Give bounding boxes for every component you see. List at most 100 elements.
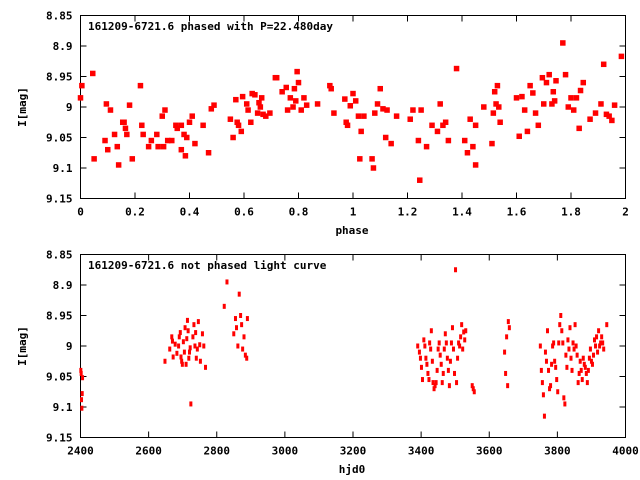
phased-data-point — [303, 102, 310, 108]
unphased-data-point — [588, 346, 592, 352]
phased-data-point — [524, 128, 531, 135]
unphased-data-point — [79, 370, 83, 376]
phased-data-point — [407, 116, 413, 122]
phased-data-point — [550, 89, 557, 95]
unphased-data-point — [241, 346, 245, 352]
unphased-data-point — [433, 383, 437, 389]
unphased-y-tick-label: 8.95 — [46, 310, 73, 323]
unphased-data-point — [436, 346, 440, 352]
phased-x-tick-label: 0.2 — [125, 206, 145, 219]
phased-data-points — [77, 40, 625, 183]
unphased-x-tick-label: 3000 — [272, 445, 299, 458]
unphased-data-point — [425, 361, 429, 367]
unphased-data-point — [188, 349, 191, 355]
phased-data-point — [461, 137, 468, 144]
unphased-data-point — [505, 334, 509, 340]
phased-data-point — [263, 113, 269, 119]
unphased-data-point — [225, 279, 229, 285]
phased-x-tick-label: 0.4 — [180, 206, 200, 219]
unphased-data-point — [573, 322, 577, 328]
phased-data-point — [248, 119, 254, 125]
unphased-data-point — [439, 361, 443, 367]
unphased-data-point — [443, 331, 447, 337]
unphased-data-point — [562, 395, 566, 401]
unphased-data-point — [581, 355, 585, 361]
unphased-data-point — [550, 361, 554, 367]
phased-data-point — [535, 122, 542, 129]
phased-data-point — [361, 113, 367, 119]
phased-data-point — [234, 119, 240, 125]
phased-data-point — [357, 156, 363, 162]
unphased-data-point — [173, 341, 177, 347]
unphased-plot-frame — [80, 254, 626, 438]
unphased-data-point — [464, 328, 468, 334]
unphased-data-point — [568, 325, 572, 331]
unphased-data-point — [80, 391, 84, 397]
unphased-data-point — [185, 317, 189, 323]
phased-data-point — [519, 93, 525, 100]
phased-data-point — [200, 122, 206, 129]
phased-data-point — [137, 82, 144, 89]
phased-data-point — [609, 117, 615, 124]
phased-data-point — [489, 140, 495, 147]
unphased-data-point — [558, 322, 562, 328]
phased-data-point — [287, 95, 294, 101]
phased-data-point — [295, 79, 302, 86]
unphased-data-point — [605, 322, 609, 328]
unphased-data-point — [171, 354, 175, 360]
unphased-data-point — [540, 380, 544, 386]
unphased-x-tick-label: 4000 — [612, 445, 639, 458]
unphased-data-point — [454, 267, 458, 273]
phased-data-point — [410, 107, 416, 113]
unphased-data-point — [442, 346, 446, 352]
unphased-data-point — [416, 343, 420, 349]
unphased-data-point — [237, 291, 241, 297]
unphased-data-point — [163, 358, 167, 364]
unphased-data-point — [422, 337, 426, 343]
phased-y-ticks: 8.85 8.9 8.95 9 9.05 9.1 9.15 — [46, 10, 626, 206]
phased-data-point — [377, 85, 383, 92]
phased-data-point — [243, 101, 250, 107]
unphased-data-point — [186, 328, 190, 334]
unphased-data-point — [232, 331, 236, 337]
unphased-data-point — [449, 340, 453, 346]
phased-data-point — [192, 140, 198, 147]
phased-data-point — [245, 107, 251, 113]
phased-data-point — [181, 131, 187, 138]
unphased-data-point — [430, 358, 434, 364]
phased-data-point — [77, 95, 84, 101]
phased-data-point — [543, 79, 550, 86]
phased-x-tick-label: 0 — [77, 206, 84, 219]
phased-data-point — [491, 89, 498, 95]
phased-data-point — [580, 79, 587, 86]
unphased-data-point — [594, 343, 598, 349]
unphased-data-point — [598, 343, 602, 349]
phased-y-tick-label: 8.9 — [53, 40, 73, 53]
unphased-data-point — [80, 397, 84, 403]
phased-data-point — [256, 99, 262, 106]
phased-data-point — [155, 143, 161, 150]
unphased-data-point — [600, 334, 604, 340]
phased-data-point — [490, 110, 497, 116]
unphased-data-point — [168, 346, 172, 352]
unphased-data-point — [472, 389, 476, 395]
unphased-data-point — [599, 340, 603, 346]
unphased-x-tick-label: 2800 — [204, 445, 231, 458]
unphased-data-point — [544, 358, 548, 364]
unphased-data-point — [177, 343, 181, 349]
phased-data-point — [314, 101, 321, 107]
phased-data-point — [393, 113, 400, 119]
phased-data-point — [611, 102, 618, 108]
phased-data-point — [294, 68, 300, 75]
phased-data-point — [115, 162, 122, 168]
phased-data-point — [592, 110, 599, 116]
unphased-data-point — [463, 337, 467, 343]
phased-data-point — [178, 122, 185, 129]
unphased-data-point — [585, 380, 589, 386]
phased-data-point — [162, 107, 168, 113]
phased-data-point — [328, 85, 334, 92]
phased-data-point — [352, 98, 359, 104]
unphased-data-point — [552, 340, 556, 346]
unphased-data-point — [198, 358, 202, 364]
unphased-data-point — [194, 355, 198, 361]
